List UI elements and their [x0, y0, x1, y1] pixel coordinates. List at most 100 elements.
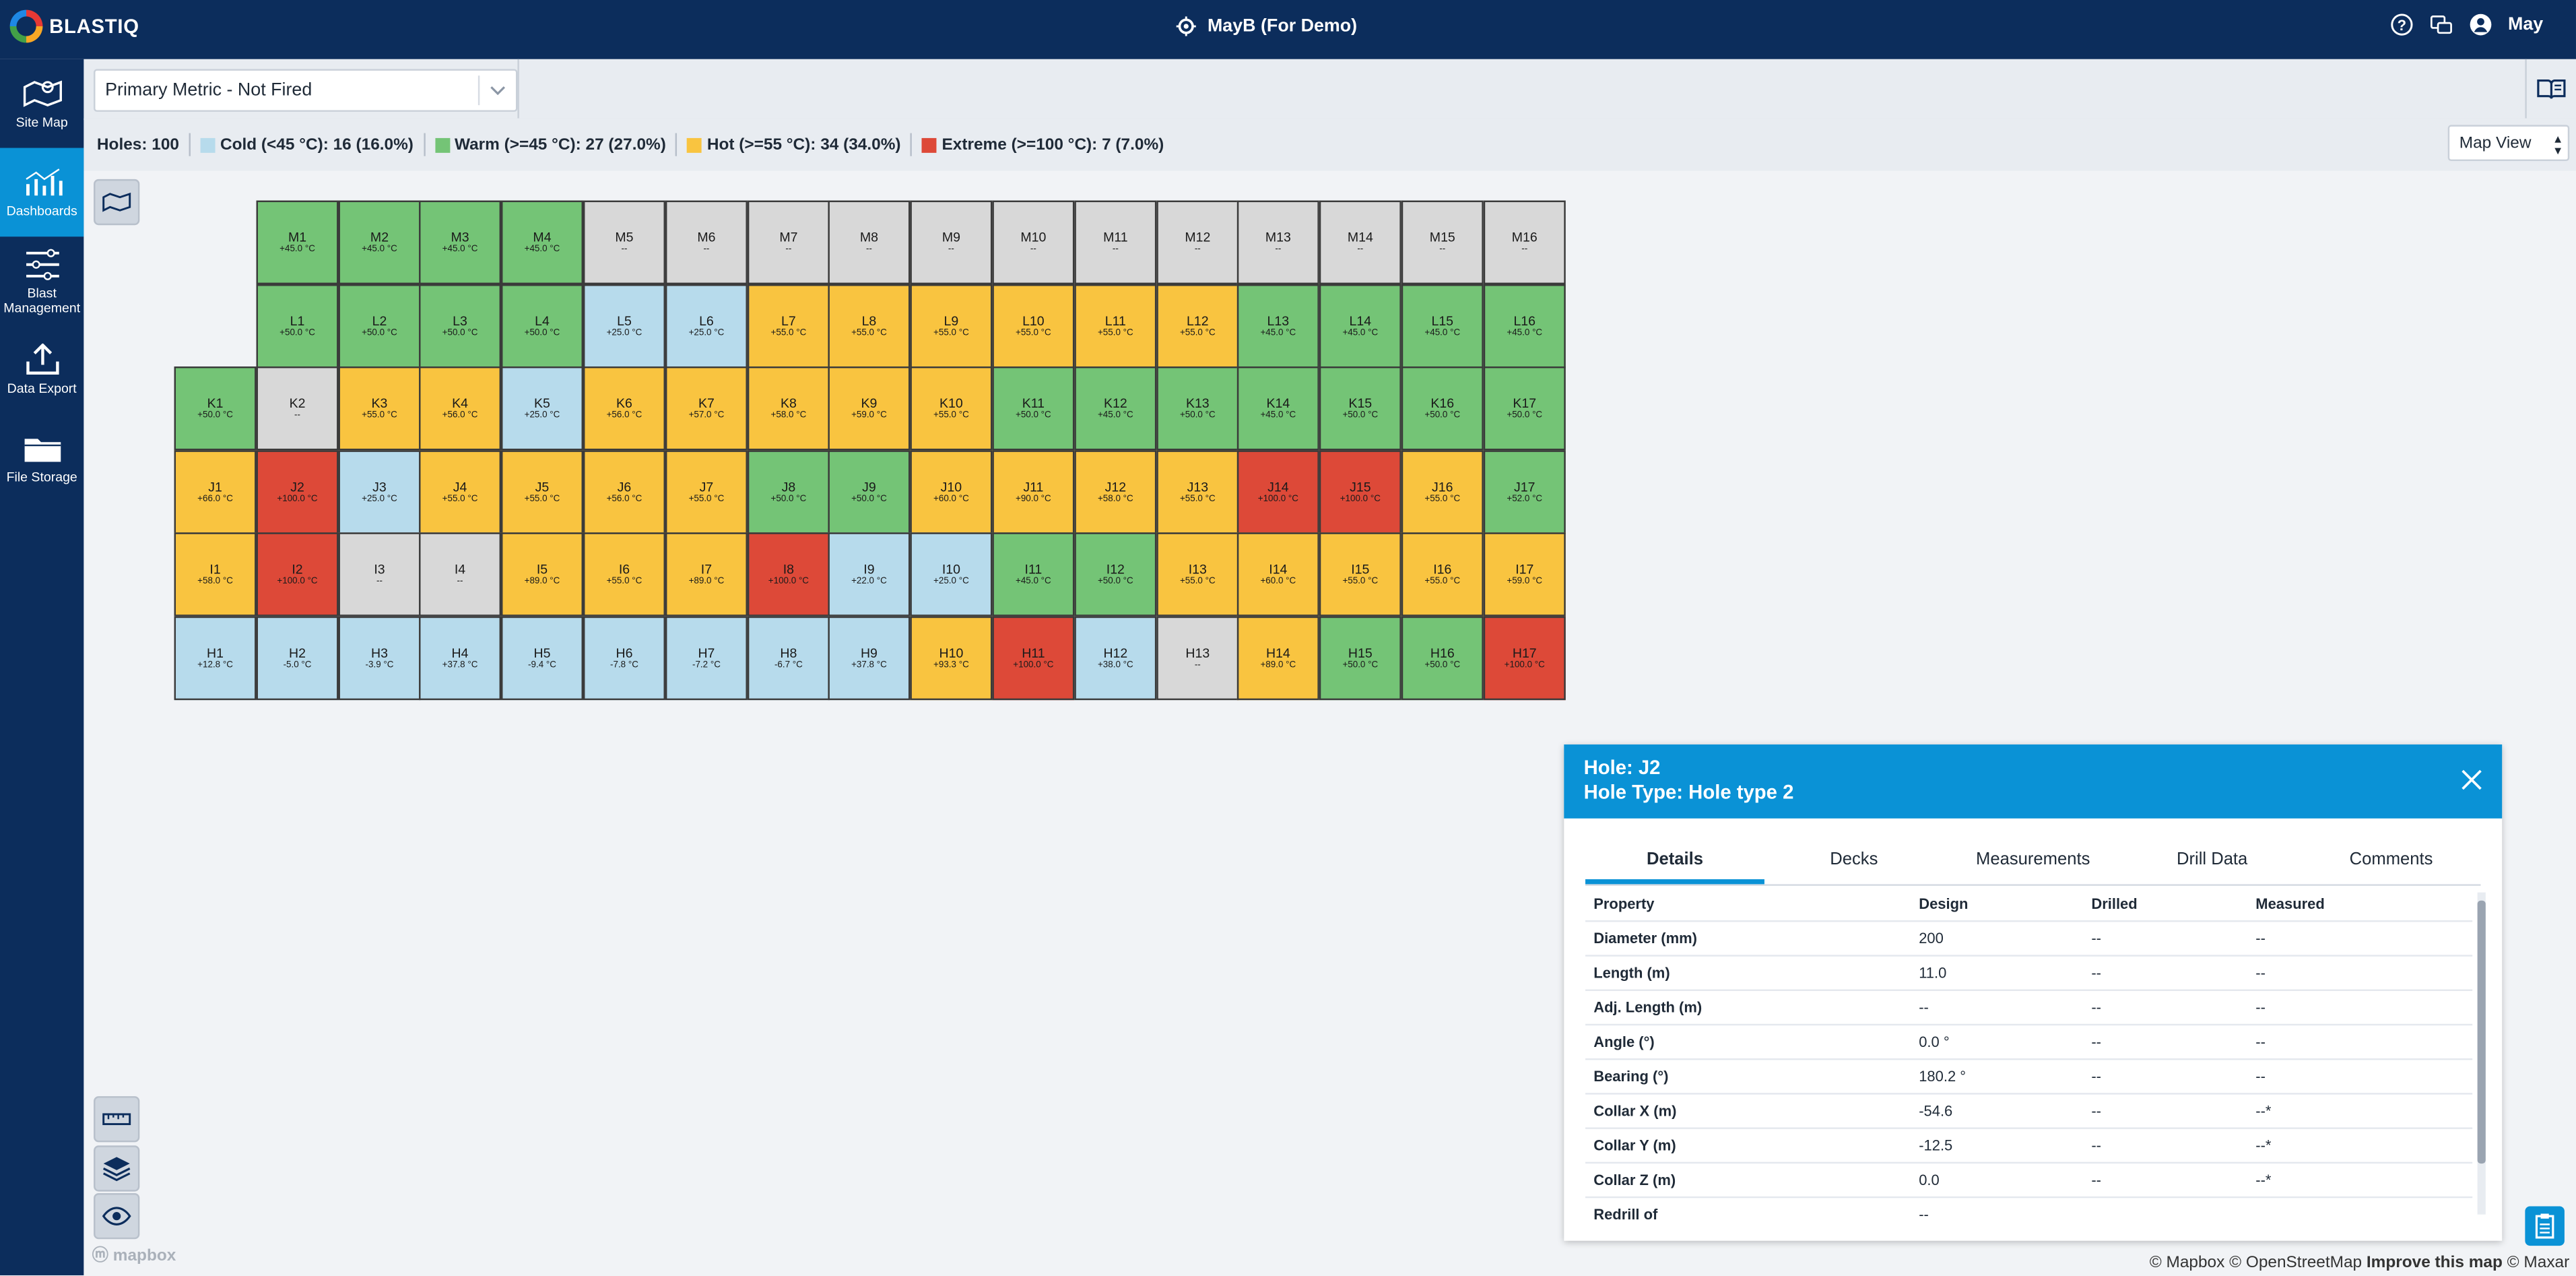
scrollbar[interactable] [2477, 892, 2486, 1215]
hole-cell[interactable]: K10 +55.0 °C [910, 366, 993, 451]
visibility-button[interactable] [94, 1193, 140, 1240]
osm-attribution-link[interactable]: © OpenStreetMap [2229, 1254, 2363, 1273]
site-map-toggle-button[interactable] [94, 179, 140, 226]
hole-cell[interactable]: K9 +59.0 °C [828, 366, 911, 451]
hole-cell[interactable]: K1 +50.0 °C [174, 366, 257, 451]
hole-cell[interactable]: L10 +55.0 °C [992, 284, 1075, 369]
hole-cell[interactable]: K2 -- [256, 366, 339, 451]
site-selector[interactable]: MayB (For Demo) [1175, 15, 1357, 38]
hole-cell[interactable]: L14 +45.0 °C [1319, 284, 1401, 369]
hole-cell[interactable]: H8 -6.7 °C [747, 616, 830, 701]
hole-cell[interactable]: J11 +90.0 °C [992, 450, 1075, 534]
map-view-select[interactable]: Map View ▴ ▾ [2447, 125, 2570, 162]
hole-cell[interactable]: M1 +45.0 °C [256, 200, 339, 285]
help-icon[interactable]: ? [2389, 13, 2412, 36]
hole-cell[interactable]: K12 +45.0 °C [1074, 366, 1157, 451]
hole-cell[interactable]: L3 +50.0 °C [419, 284, 502, 369]
hole-cell[interactable]: I10 +25.0 °C [910, 532, 993, 616]
hole-cell[interactable]: J10 +60.0 °C [910, 450, 993, 534]
hole-cell[interactable]: I16 +55.0 °C [1401, 532, 1484, 616]
hole-cell[interactable]: M2 +45.0 °C [338, 200, 421, 285]
notepad-button[interactable] [2525, 1206, 2565, 1246]
hole-cell[interactable]: L2 +50.0 °C [338, 284, 421, 369]
hole-cell[interactable]: H13 -- [1156, 616, 1239, 701]
hole-cell[interactable]: M4 +45.0 °C [501, 200, 583, 285]
hole-cell[interactable]: K4 +56.0 °C [419, 366, 502, 451]
metric-select[interactable]: Primary Metric - Not Fired [94, 69, 518, 112]
hole-cell[interactable]: L1 +50.0 °C [256, 284, 339, 369]
hole-cell[interactable]: M7 -- [747, 200, 830, 285]
hole-cell[interactable]: K16 +50.0 °C [1401, 366, 1484, 451]
hole-cell[interactable]: K8 +58.0 °C [747, 366, 830, 451]
hole-cell[interactable]: J1 +66.0 °C [174, 450, 257, 534]
hole-cell[interactable]: I5 +89.0 °C [501, 532, 583, 616]
measure-button[interactable] [94, 1096, 140, 1143]
maxar-attribution-link[interactable]: © Maxar [2507, 1254, 2570, 1273]
sidebar-item-blast-management[interactable]: Blast Management [0, 236, 84, 325]
hole-cell[interactable]: M9 -- [910, 200, 993, 285]
hole-cell[interactable]: K15 +50.0 °C [1319, 366, 1401, 451]
hole-cell[interactable]: J9 +50.0 °C [828, 450, 911, 534]
sidebar-item-file-storage[interactable]: File Storage [0, 414, 84, 503]
hole-cell[interactable]: I9 +22.0 °C [828, 532, 911, 616]
hole-cell[interactable]: H2 -5.0 °C [256, 616, 339, 701]
hole-cell[interactable]: L8 +55.0 °C [828, 284, 911, 369]
hole-cell[interactable]: J14 +100.0 °C [1236, 450, 1319, 534]
hole-cell[interactable]: H3 -3.9 °C [338, 616, 421, 701]
hole-cell[interactable]: L9 +55.0 °C [910, 284, 993, 369]
hole-cell[interactable]: L13 +45.0 °C [1236, 284, 1319, 369]
hole-cell[interactable]: M11 -- [1074, 200, 1157, 285]
hole-cell[interactable]: H17 +100.0 °C [1483, 616, 1566, 701]
hole-cell[interactable]: H12 +38.0 °C [1074, 616, 1157, 701]
hole-cell[interactable]: J2 +100.0 °C [256, 450, 339, 534]
hole-cell[interactable]: J8 +50.0 °C [747, 450, 830, 534]
hole-cell[interactable]: H16 +50.0 °C [1401, 616, 1484, 701]
hole-cell[interactable]: J17 +52.0 °C [1483, 450, 1566, 534]
hole-cell[interactable]: I17 +59.0 °C [1483, 532, 1566, 616]
hole-cell[interactable]: I11 +45.0 °C [992, 532, 1075, 616]
hole-cell[interactable]: L11 +55.0 °C [1074, 284, 1157, 369]
tab-measurements[interactable]: Measurements [1976, 850, 2090, 870]
hole-cell[interactable]: J3 +25.0 °C [338, 450, 421, 534]
hole-cell[interactable]: J12 +58.0 °C [1074, 450, 1157, 534]
tab-details[interactable]: Details [1585, 840, 1764, 885]
hole-cell[interactable]: M3 +45.0 °C [419, 200, 502, 285]
hole-cell[interactable]: I7 +89.0 °C [665, 532, 748, 616]
user-icon[interactable] [2468, 13, 2491, 36]
brand-logo[interactable]: BLASTIQ [9, 9, 139, 43]
hole-cell[interactable]: I8 +100.0 °C [747, 532, 830, 616]
hole-cell[interactable]: I15 +55.0 °C [1319, 532, 1401, 616]
hole-cell[interactable]: K11 +50.0 °C [992, 366, 1075, 451]
hole-cell[interactable]: L12 +55.0 °C [1156, 284, 1239, 369]
sidebar-item-data-export[interactable]: Data Export [0, 325, 84, 414]
sidebar-item-dashboards[interactable]: Dashboards [0, 148, 84, 237]
hole-cell[interactable]: I1 +58.0 °C [174, 532, 257, 616]
tab-comments[interactable]: Comments [2349, 850, 2433, 870]
hole-cell[interactable]: L15 +45.0 °C [1401, 284, 1484, 369]
mapbox-attribution-link[interactable]: © Mapbox [2149, 1254, 2225, 1273]
hole-cell[interactable]: K13 +50.0 °C [1156, 366, 1239, 451]
hole-cell[interactable]: J5 +55.0 °C [501, 450, 583, 534]
hole-cell[interactable]: M10 -- [992, 200, 1075, 285]
hole-cell[interactable]: H6 -7.8 °C [583, 616, 665, 701]
hole-cell[interactable]: I14 +60.0 °C [1236, 532, 1319, 616]
hole-cell[interactable]: H1 +12.8 °C [174, 616, 257, 701]
hole-cell[interactable]: I3 -- [338, 532, 421, 616]
hole-cell[interactable]: M8 -- [828, 200, 911, 285]
hole-cell[interactable]: L4 +50.0 °C [501, 284, 583, 369]
hole-cell[interactable]: K6 +56.0 °C [583, 366, 665, 451]
hole-cell[interactable]: K3 +55.0 °C [338, 366, 421, 451]
sidebar-item-site-map[interactable]: Site Map [0, 59, 84, 148]
hole-cell[interactable]: H10 +93.3 °C [910, 616, 993, 701]
hole-cell[interactable]: M6 -- [665, 200, 748, 285]
hole-cell[interactable]: H9 +37.8 °C [828, 616, 911, 701]
hole-cell[interactable]: M5 -- [583, 200, 665, 285]
hole-cell[interactable]: I12 +50.0 °C [1074, 532, 1157, 616]
hole-cell[interactable]: K14 +45.0 °C [1236, 366, 1319, 451]
hole-cell[interactable]: H14 +89.0 °C [1236, 616, 1319, 701]
hole-cell[interactable]: H5 -9.4 °C [501, 616, 583, 701]
hole-cell[interactable]: J7 +55.0 °C [665, 450, 748, 534]
hole-cell[interactable]: M13 -- [1236, 200, 1319, 285]
hole-cell[interactable]: J15 +100.0 °C [1319, 450, 1401, 534]
hole-cell[interactable]: I13 +55.0 °C [1156, 532, 1239, 616]
